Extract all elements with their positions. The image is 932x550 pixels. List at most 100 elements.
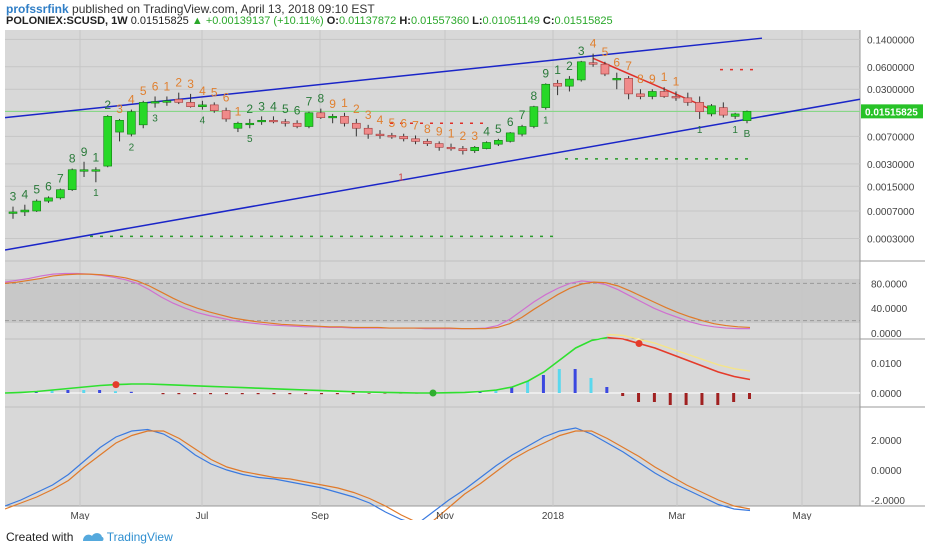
candle-body xyxy=(624,78,633,95)
price-pane[interactable] xyxy=(5,30,860,260)
price-change: +0.00139137 (+10.11%) xyxy=(205,15,324,27)
td-count-label: 1 xyxy=(661,70,668,84)
open-value: 0.01137872 xyxy=(338,15,397,27)
axis-labels: May Jul Sep Nov 2018 Mar May 0.1400000 0.0600000… xyxy=(71,35,923,520)
td-count-label: 3 xyxy=(578,44,585,58)
macd-histogram-bar xyxy=(335,393,339,395)
td-sub-label: 1 xyxy=(398,172,404,183)
td-count-label: 6 xyxy=(507,115,514,129)
td-count-label: 8 xyxy=(69,151,76,165)
td-count-label: 9 xyxy=(649,72,656,86)
td-count-label: 3 xyxy=(258,99,265,113)
macd-histogram-bar xyxy=(748,393,751,399)
candle-body xyxy=(56,189,65,199)
stoch-d-line xyxy=(5,273,751,330)
macd-histogram-bar xyxy=(732,393,736,402)
high-label: H: xyxy=(399,15,411,27)
high-value: 0.01557360 xyxy=(410,15,470,27)
candle-body xyxy=(517,126,527,135)
td-count-label: 4 xyxy=(377,113,384,127)
candle-body xyxy=(505,132,515,142)
macd-histogram-bar xyxy=(652,393,656,402)
candle-body xyxy=(470,146,480,152)
osc-tick-label: 0.0000 xyxy=(871,466,902,477)
candle-body xyxy=(280,121,290,124)
candle-body xyxy=(67,169,77,191)
macd-histogram-bar xyxy=(684,393,688,405)
macd-cross-dot xyxy=(429,389,437,397)
x-tick-label: Jul xyxy=(196,511,209,520)
close-value: 0.01515825 xyxy=(554,15,613,27)
osc-orange-line xyxy=(5,430,751,520)
current-price-badge xyxy=(861,104,923,119)
td-sequential-labels: 3 4 5 678 9 12 345 6 1 2 3 4 5 61 2 3 4 5 67 8 9 1 2 3 4 5 6 7 8 9 1 2 3… xyxy=(10,37,751,204)
candle-body xyxy=(446,146,456,150)
current-price-label: 0.01515825 xyxy=(865,107,918,118)
td-sub-label: B xyxy=(744,129,751,140)
candle-body xyxy=(209,104,219,111)
candle-body xyxy=(434,143,444,148)
td-sub-label: 1 xyxy=(543,116,549,127)
td-sub-label: 2 xyxy=(129,142,135,153)
candle-body xyxy=(150,101,160,104)
td-count-label: 2 xyxy=(175,76,182,90)
candle-body xyxy=(32,200,41,212)
macd-signal-line xyxy=(607,333,751,372)
macd-histogram-bar xyxy=(351,393,355,395)
candle-body xyxy=(565,78,574,87)
x-tick-label: May xyxy=(71,511,90,520)
macd-cross-dot xyxy=(635,340,643,347)
macd-histogram-bar xyxy=(82,390,86,393)
td-count-label: 5 xyxy=(33,182,40,196)
td-count-label: 2 xyxy=(460,129,467,143)
candle-body xyxy=(79,169,89,172)
candle-body xyxy=(411,138,420,142)
candle-body xyxy=(695,102,704,112)
candle-body xyxy=(340,116,349,124)
tradingview-brand[interactable]: TradingView xyxy=(106,530,173,544)
publish-header: profssrfink published on TradingView.com… xyxy=(6,2,375,16)
chart-area[interactable]: 3 4 5 678 9 12 345 6 1 2 3 4 5 61 2 3 4 5 67 8 9 1 2 3 4 5 6 7 8 9 1 2 3… xyxy=(5,30,925,520)
macd-histogram-bar xyxy=(367,393,371,394)
candle-body xyxy=(612,78,622,81)
macd-histogram-bar xyxy=(256,393,260,395)
candle-body xyxy=(352,122,361,129)
osc-blue-line xyxy=(5,427,751,520)
td-count-label: 3 xyxy=(116,102,123,116)
macd-histogram-bar xyxy=(193,393,197,395)
td-count-label: 9 xyxy=(81,145,88,159)
candle-body xyxy=(647,91,657,97)
candle-body xyxy=(482,142,491,149)
td-count-label: 8 xyxy=(424,122,431,136)
td-count-label: 3 xyxy=(365,108,372,122)
macd-histogram-bar xyxy=(161,393,165,395)
macd-histogram-bar xyxy=(668,393,672,405)
candle-body xyxy=(20,209,30,213)
macd-histogram-bar xyxy=(320,393,324,395)
td-count-label: 5 xyxy=(211,85,218,99)
td-count-label: 7 xyxy=(57,172,64,186)
candle-body xyxy=(221,110,231,120)
candle-body xyxy=(186,102,195,108)
macd-histogram-bar xyxy=(177,393,181,395)
x-tick-label: Mar xyxy=(668,511,686,520)
candle-body xyxy=(494,140,503,145)
price-tick-label: 0.0015000 xyxy=(867,182,915,193)
x-tick-label: 2018 xyxy=(542,511,565,520)
created-with-label: Created with xyxy=(6,530,74,544)
macd-histogram-bar xyxy=(272,393,276,395)
macd-cross-dot xyxy=(112,381,120,389)
macd-tick-label: 0.0000 xyxy=(871,389,902,400)
td-sub-label: 1 xyxy=(93,188,99,199)
candle-body xyxy=(245,122,255,126)
td-count-label: 3 xyxy=(471,129,478,143)
author-name[interactable]: profssrfink xyxy=(6,2,69,16)
low-label: L: xyxy=(472,15,483,27)
price-tick-label: 0.1400000 xyxy=(867,35,915,46)
td-count-label: 1 xyxy=(554,63,561,77)
symbol-label: POLONIEX:SCUSD, 1W xyxy=(6,15,128,27)
candle-body xyxy=(44,197,53,202)
candle-body xyxy=(636,93,645,97)
osc-pane[interactable] xyxy=(5,408,860,506)
td-count-label: 1 xyxy=(673,74,680,88)
